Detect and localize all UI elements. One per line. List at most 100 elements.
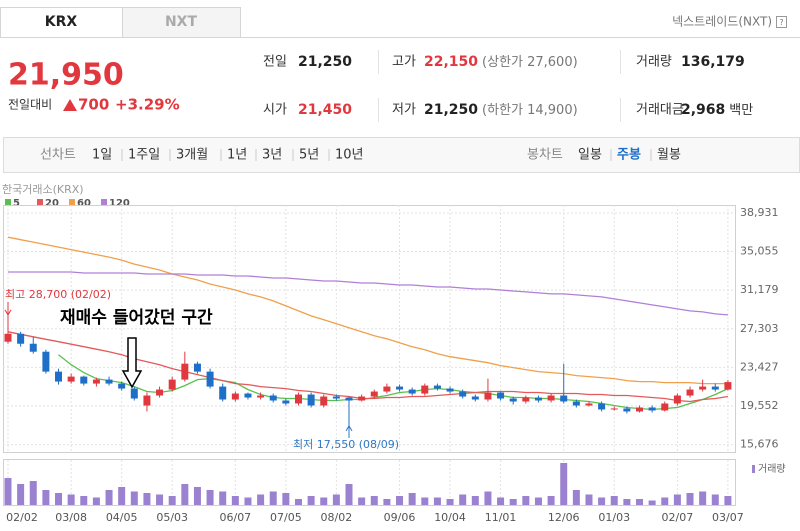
volume-bar (269, 491, 277, 505)
legend-label: 20 (45, 198, 59, 209)
candle-body (509, 398, 517, 402)
volume-bar (636, 499, 643, 505)
candle-body (585, 403, 593, 406)
period-bar (3, 137, 800, 173)
candle-body (282, 400, 290, 404)
y-tick-label: 23,427 (740, 360, 779, 373)
volume-bar (560, 463, 568, 505)
volume-bar (105, 490, 113, 505)
tab-krx[interactable] (0, 7, 123, 38)
period-option[interactable]: 5년 (299, 148, 319, 163)
period-option[interactable]: 3년 (262, 148, 282, 163)
volume-bar (673, 494, 681, 505)
chart-source: 한국거래소(KRX) (2, 183, 84, 196)
period-option[interactable]: 주봉 (617, 148, 641, 163)
x-tick-label: 04/05 (106, 511, 138, 524)
volume-bar (345, 484, 353, 505)
candle-body (80, 376, 88, 384)
volume-bar (206, 490, 214, 505)
volume-bar (42, 490, 50, 505)
candle-body (257, 395, 265, 398)
period-option[interactable]: 1일 (92, 148, 112, 163)
y-tick-label: 15,676 (740, 438, 779, 451)
volume-bar (231, 496, 239, 505)
period-option[interactable]: 일봉 (578, 148, 602, 163)
x-tick-label: 02/02 (6, 511, 38, 524)
volume-bar (433, 497, 441, 505)
volume-bar (55, 493, 63, 505)
volume-bar (92, 497, 100, 505)
volume-bar (118, 487, 126, 505)
candle-body (29, 343, 37, 352)
volume-bar (623, 499, 631, 505)
y-tick-label: 31,179 (740, 283, 779, 296)
candle-body (699, 386, 707, 390)
stat-value-group: 2,968 백만 (681, 102, 753, 118)
volume-bar (181, 484, 189, 505)
plot-frame (3, 205, 736, 453)
volume-bar (143, 493, 151, 505)
ma-line (7, 236, 728, 385)
volume-bar (370, 496, 378, 505)
stat-label: 시가 (263, 103, 287, 118)
candle-chart-label: 봉차트 (527, 148, 563, 163)
volume-bar (648, 500, 656, 505)
stat-label: 전일 (263, 55, 287, 70)
candle-body (206, 371, 214, 387)
legend-label: 60 (77, 198, 91, 209)
stat-value: 21,450 (298, 102, 352, 118)
period-option[interactable]: 월봉 (657, 148, 681, 163)
change: 700 (78, 96, 109, 114)
high-annotation: 최고 28,700 (02/02) (5, 288, 111, 301)
tab-nxt[interactable] (122, 7, 241, 38)
candle-body (459, 391, 467, 397)
y-tick-label: 19,552 (740, 399, 779, 412)
candle-body (244, 393, 252, 398)
candle-body (497, 392, 505, 399)
volume-bar (67, 494, 75, 505)
x-tick-label: 08/02 (321, 511, 353, 524)
help-icon[interactable] (776, 16, 787, 28)
volume-bar (686, 493, 694, 505)
y-tick-label: 27,303 (740, 322, 779, 335)
stat-label: 거래대금 (636, 103, 684, 118)
candle-body (358, 396, 366, 401)
nxt-link[interactable]: 넥스트레이드(NXT) (672, 15, 772, 29)
volume-bar (471, 496, 479, 505)
tab-label[interactable]: KRX (45, 14, 78, 30)
x-tick-label: 03/07 (712, 511, 744, 524)
candle-body (181, 363, 189, 380)
candle-body (661, 403, 669, 411)
up-triangle (63, 99, 77, 111)
candle-body (673, 395, 681, 404)
candle-body (231, 393, 239, 400)
period-option[interactable]: 10년 (335, 148, 364, 163)
period-option[interactable]: 1주일 (128, 148, 160, 163)
volume-bar (547, 496, 555, 505)
candle-body (686, 389, 694, 396)
volume-bar (383, 499, 391, 505)
volume-bar (572, 490, 580, 505)
volume-bar (80, 496, 88, 505)
candle-body (610, 408, 618, 410)
candle-body (408, 389, 416, 394)
candle-body (724, 382, 732, 390)
period-option[interactable]: 1년 (227, 148, 247, 163)
high-arrowhead (4, 309, 12, 316)
volume-bar (446, 499, 454, 505)
period-option[interactable]: 3개월 (176, 148, 208, 163)
legend-swatch (101, 199, 107, 205)
note-arrow (121, 337, 143, 389)
note: 재매수 들어갔던 구간 (60, 308, 213, 328)
volume-bar (257, 494, 265, 505)
legend-swatch (69, 199, 75, 205)
x-tick-label: 12/06 (548, 511, 580, 524)
volume-bar (332, 494, 340, 505)
volume-bar (711, 494, 719, 505)
legend-swatch (5, 199, 11, 205)
low-arrowhead (345, 424, 353, 432)
candle-body (92, 379, 100, 384)
volume-bar (421, 497, 429, 505)
tab-label[interactable]: NXT (165, 14, 198, 30)
x-tick-label: 09/06 (384, 511, 416, 524)
